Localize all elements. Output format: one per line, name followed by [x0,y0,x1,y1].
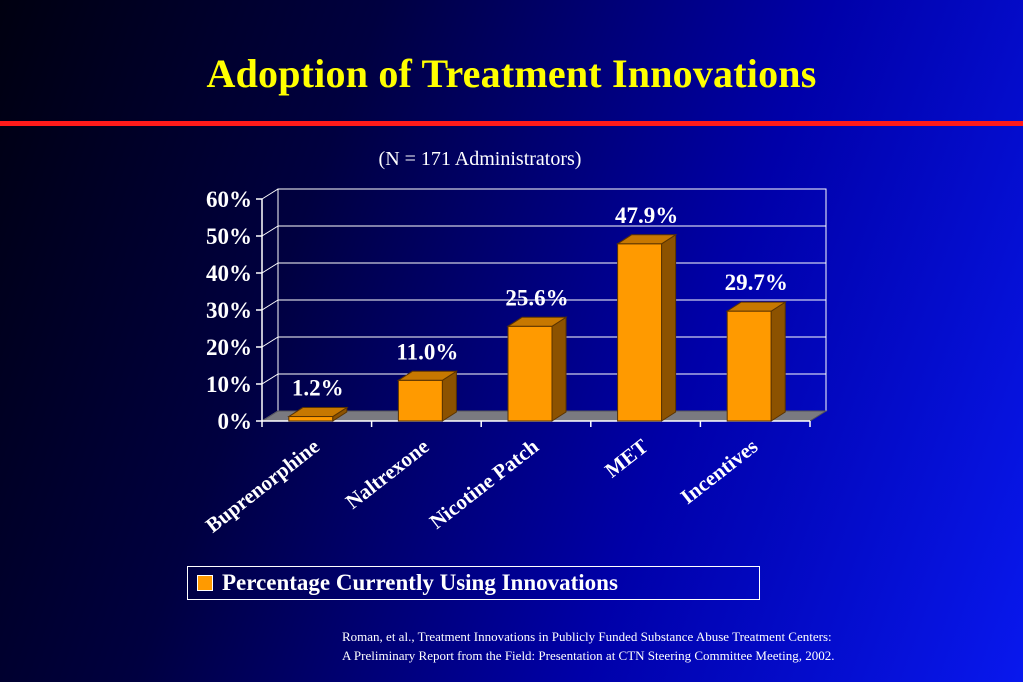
y-tick-label: 60% [206,187,252,212]
bar-front [726,310,772,422]
gridline-depth [261,373,279,385]
x-category-label: Incentives [676,434,762,509]
x-category-label: Naltrexone [341,434,434,514]
gridline-depth [261,262,279,274]
source-citation: Roman, et al., Treatment Innovations in … [342,627,834,665]
y-tick-label: 10% [206,372,252,397]
bar-value-label: 47.9% [615,203,678,228]
bar-front [617,243,663,422]
bar-value-label: 11.0% [396,339,458,364]
bar-top [506,316,568,327]
bar-front [507,325,553,422]
bar-front [397,379,443,422]
slide-title: Adoption of Treatment Innovations [206,51,817,96]
bar-top [615,234,678,245]
gridline-depth [261,188,279,200]
title-divider [0,121,1023,126]
y-tick-label: 20% [206,335,252,360]
bar-side [551,316,567,422]
bar-side [661,233,677,422]
bar-top [287,407,349,418]
gridline-depth [261,299,279,311]
bar-value-label: 29.7% [725,270,788,295]
bar-value-label: 25.6% [505,285,568,310]
x-category-label: Nicotine Patch [425,434,543,534]
gridline-depth [261,336,279,348]
bar-value-label: 1.2% [292,376,344,401]
bar-side [770,301,786,422]
source-line-2: A Preliminary Report from the Field: Pre… [342,648,835,663]
y-tick-label: 0% [218,409,253,434]
gridline-depth [261,225,279,237]
legend-swatch [197,575,213,591]
source-line-1: Roman, et al., Treatment Innovations in … [342,629,832,644]
bar-top [725,301,787,312]
x-category-label: Buprenorphine [201,434,324,537]
y-tick-label: 50% [206,224,252,249]
y-tick-label: 30% [206,298,252,323]
chart-subtitle: (N = 171 Administrators) [378,148,582,170]
y-tick-label: 40% [206,261,252,286]
legend-label: Percentage Currently Using Innovations [222,570,618,595]
x-category-label: MET [600,434,652,482]
bar-front [288,416,334,422]
chart-legend: Percentage Currently Using Innovations [187,566,760,600]
bar-top [396,370,459,381]
